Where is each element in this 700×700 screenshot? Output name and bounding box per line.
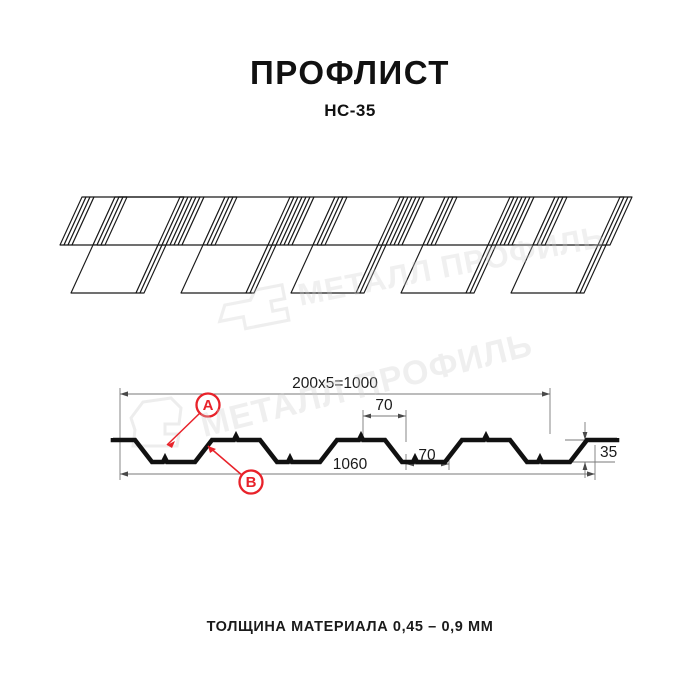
material-thickness-note: ТОЛЩИНА МАТЕРИАЛА 0,45 – 0,9 ММ — [206, 619, 494, 635]
callout-a: A — [166, 392, 221, 448]
svg-text:A: A — [203, 397, 214, 414]
profile-outline — [110, 430, 620, 465]
isometric-sheet-drawing — [59, 175, 640, 310]
page-subtitle-model: НС-35 — [324, 101, 376, 120]
svg-text:B: B — [246, 474, 257, 491]
callout-b: B — [207, 445, 264, 495]
dim-label-pitch-total: 200x5=1000 — [292, 375, 378, 392]
dim-label-rib-height: 35 — [600, 444, 617, 461]
cross-section-drawing: A B 200x5=1000 70 70 1060 35 — [95, 350, 625, 510]
dim-label-top-flange: 70 — [375, 397, 393, 414]
page-title: ПРОФЛИСТ — [250, 54, 450, 91]
dim-label-overall-width: 1060 — [333, 456, 368, 473]
dim-label-bottom-flange: 70 — [418, 447, 436, 464]
